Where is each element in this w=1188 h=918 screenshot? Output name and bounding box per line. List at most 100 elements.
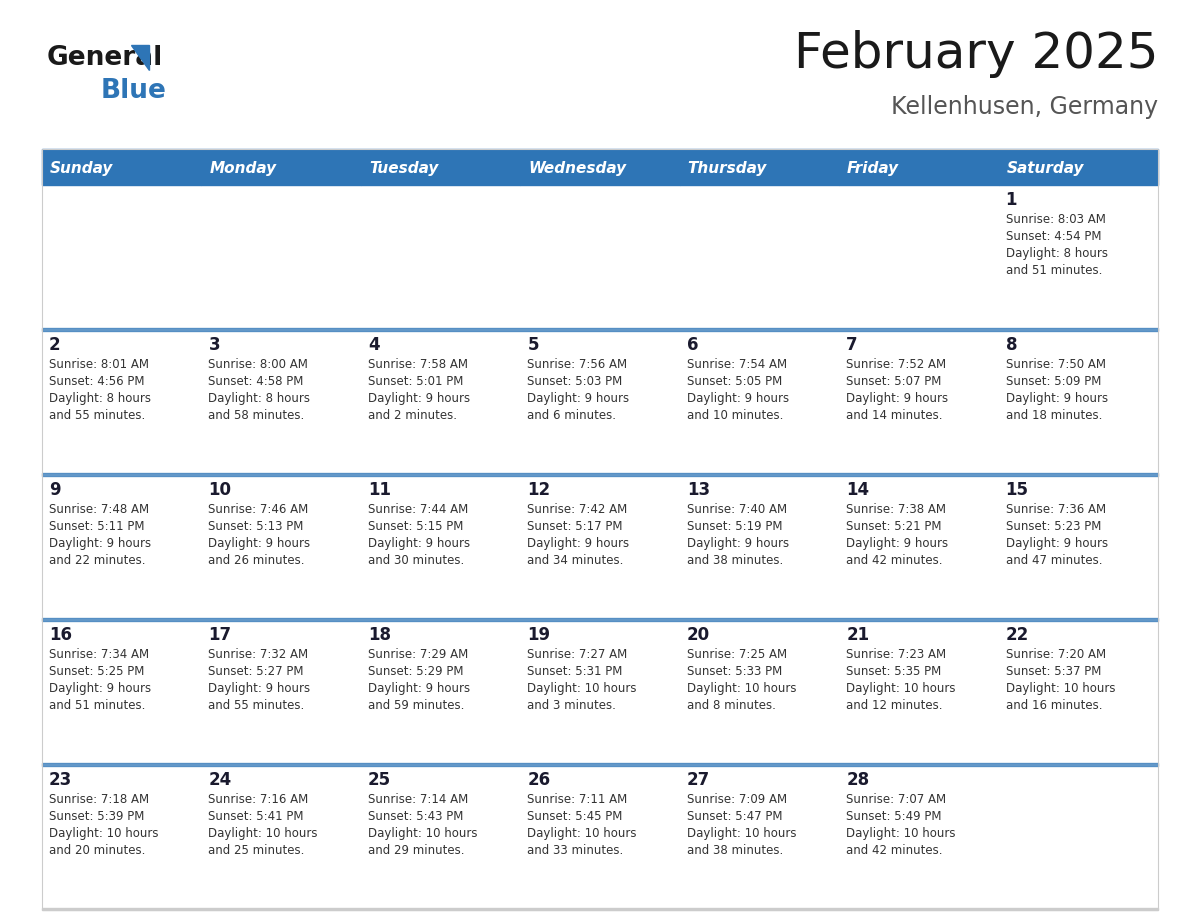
Text: 5: 5 — [527, 336, 539, 354]
Bar — [361, 765, 520, 910]
Text: Sunset: 5:25 PM: Sunset: 5:25 PM — [49, 665, 145, 678]
Text: 27: 27 — [687, 771, 710, 789]
Text: Daylight: 9 hours: Daylight: 9 hours — [846, 537, 948, 550]
Text: Sunrise: 7:11 AM: Sunrise: 7:11 AM — [527, 793, 627, 806]
Text: Daylight: 9 hours: Daylight: 9 hours — [49, 682, 151, 695]
Bar — [999, 153, 1158, 185]
Text: Saturday: Saturday — [1006, 162, 1085, 176]
Bar — [42, 763, 1158, 766]
Text: Daylight: 9 hours: Daylight: 9 hours — [846, 392, 948, 405]
Bar — [202, 475, 361, 620]
Text: and 55 minutes.: and 55 minutes. — [208, 699, 304, 712]
Bar — [999, 185, 1158, 330]
Text: Daylight: 8 hours: Daylight: 8 hours — [49, 392, 151, 405]
Text: Daylight: 9 hours: Daylight: 9 hours — [368, 392, 470, 405]
Bar — [42, 618, 1158, 621]
Bar — [42, 153, 202, 185]
Text: Sunset: 5:41 PM: Sunset: 5:41 PM — [208, 810, 304, 823]
Text: 2: 2 — [49, 336, 61, 354]
Bar — [42, 149, 1158, 153]
Text: Sunset: 5:31 PM: Sunset: 5:31 PM — [527, 665, 623, 678]
Bar — [839, 620, 999, 765]
Text: Tuesday: Tuesday — [368, 162, 438, 176]
Text: Sunset: 5:03 PM: Sunset: 5:03 PM — [527, 375, 623, 388]
Text: Sunset: 5:17 PM: Sunset: 5:17 PM — [527, 520, 623, 533]
Text: Sunrise: 8:03 AM: Sunrise: 8:03 AM — [1005, 213, 1106, 226]
Text: Sunset: 5:43 PM: Sunset: 5:43 PM — [368, 810, 463, 823]
Text: Sunrise: 7:52 AM: Sunrise: 7:52 AM — [846, 358, 947, 371]
Text: Sunset: 5:45 PM: Sunset: 5:45 PM — [527, 810, 623, 823]
Text: Daylight: 9 hours: Daylight: 9 hours — [527, 392, 630, 405]
Text: Sunset: 5:37 PM: Sunset: 5:37 PM — [1005, 665, 1101, 678]
Text: and 34 minutes.: and 34 minutes. — [527, 554, 624, 567]
Bar — [680, 475, 839, 620]
Bar — [839, 153, 999, 185]
Text: Sunset: 5:13 PM: Sunset: 5:13 PM — [208, 520, 304, 533]
Bar — [42, 330, 202, 475]
Text: Sunrise: 7:36 AM: Sunrise: 7:36 AM — [1005, 503, 1106, 516]
Bar — [839, 765, 999, 910]
Text: and 38 minutes.: and 38 minutes. — [687, 554, 783, 567]
Text: and 6 minutes.: and 6 minutes. — [527, 409, 617, 422]
Text: Daylight: 10 hours: Daylight: 10 hours — [208, 827, 318, 840]
Text: Sunset: 5:07 PM: Sunset: 5:07 PM — [846, 375, 942, 388]
Text: 17: 17 — [208, 626, 232, 644]
Text: 4: 4 — [368, 336, 379, 354]
Text: Daylight: 8 hours: Daylight: 8 hours — [208, 392, 310, 405]
Text: 25: 25 — [368, 771, 391, 789]
Bar — [680, 765, 839, 910]
Text: Thursday: Thursday — [688, 162, 767, 176]
Text: and 51 minutes.: and 51 minutes. — [1005, 264, 1102, 277]
Bar — [42, 185, 202, 330]
Text: Sunset: 5:21 PM: Sunset: 5:21 PM — [846, 520, 942, 533]
Bar — [999, 765, 1158, 910]
Bar — [42, 908, 1158, 910]
Polygon shape — [131, 45, 148, 70]
Text: Sunrise: 7:44 AM: Sunrise: 7:44 AM — [368, 503, 468, 516]
Text: and 55 minutes.: and 55 minutes. — [49, 409, 145, 422]
Text: and 12 minutes.: and 12 minutes. — [846, 699, 942, 712]
Text: Daylight: 9 hours: Daylight: 9 hours — [527, 537, 630, 550]
Text: Sunrise: 7:25 AM: Sunrise: 7:25 AM — [687, 648, 786, 661]
Text: 13: 13 — [687, 481, 710, 499]
Text: Sunset: 5:29 PM: Sunset: 5:29 PM — [368, 665, 463, 678]
Text: Sunrise: 7:32 AM: Sunrise: 7:32 AM — [208, 648, 309, 661]
Text: 18: 18 — [368, 626, 391, 644]
Text: Daylight: 9 hours: Daylight: 9 hours — [368, 537, 470, 550]
Text: 3: 3 — [208, 336, 220, 354]
Text: Daylight: 8 hours: Daylight: 8 hours — [1005, 247, 1107, 260]
Text: Friday: Friday — [847, 162, 899, 176]
Text: Daylight: 9 hours: Daylight: 9 hours — [208, 537, 310, 550]
Text: and 22 minutes.: and 22 minutes. — [49, 554, 145, 567]
Text: and 38 minutes.: and 38 minutes. — [687, 844, 783, 857]
Text: and 25 minutes.: and 25 minutes. — [208, 844, 305, 857]
Bar — [839, 330, 999, 475]
Text: Daylight: 10 hours: Daylight: 10 hours — [368, 827, 478, 840]
Bar — [361, 153, 520, 185]
Bar — [42, 765, 202, 910]
Text: and 26 minutes.: and 26 minutes. — [208, 554, 305, 567]
Text: 14: 14 — [846, 481, 870, 499]
Text: Sunset: 5:49 PM: Sunset: 5:49 PM — [846, 810, 942, 823]
Text: Sunset: 5:39 PM: Sunset: 5:39 PM — [49, 810, 145, 823]
Text: Sunrise: 7:58 AM: Sunrise: 7:58 AM — [368, 358, 468, 371]
Text: and 59 minutes.: and 59 minutes. — [368, 699, 465, 712]
Text: Blue: Blue — [101, 78, 166, 104]
Text: Sunrise: 7:09 AM: Sunrise: 7:09 AM — [687, 793, 786, 806]
Bar — [839, 185, 999, 330]
Text: Daylight: 9 hours: Daylight: 9 hours — [208, 682, 310, 695]
Text: and 29 minutes.: and 29 minutes. — [368, 844, 465, 857]
Text: Sunset: 5:27 PM: Sunset: 5:27 PM — [208, 665, 304, 678]
Text: 15: 15 — [1005, 481, 1029, 499]
Bar — [202, 153, 361, 185]
Text: Sunrise: 7:46 AM: Sunrise: 7:46 AM — [208, 503, 309, 516]
Bar — [202, 765, 361, 910]
Text: Sunset: 5:33 PM: Sunset: 5:33 PM — [687, 665, 782, 678]
Bar — [520, 765, 680, 910]
Text: Sunset: 5:01 PM: Sunset: 5:01 PM — [368, 375, 463, 388]
Text: 11: 11 — [368, 481, 391, 499]
Text: and 30 minutes.: and 30 minutes. — [368, 554, 465, 567]
Text: Sunset: 5:09 PM: Sunset: 5:09 PM — [1005, 375, 1101, 388]
Text: and 33 minutes.: and 33 minutes. — [527, 844, 624, 857]
Bar — [520, 475, 680, 620]
